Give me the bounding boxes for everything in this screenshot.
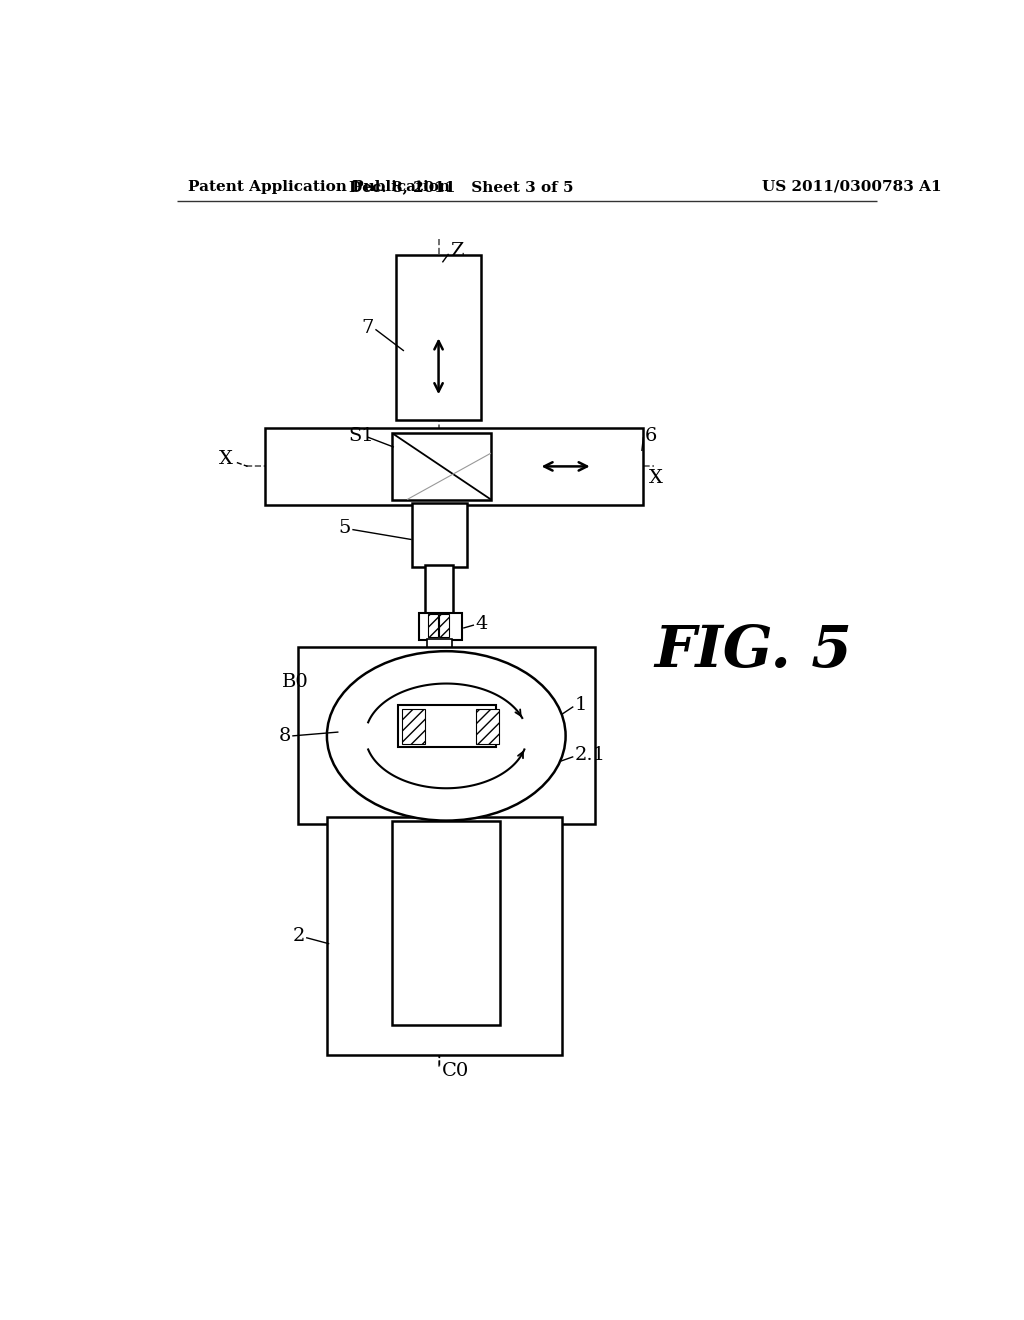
Bar <box>265 428 643 506</box>
Text: 2.1: 2.1 <box>574 746 606 764</box>
Ellipse shape <box>327 651 565 821</box>
Bar <box>428 614 438 636</box>
Bar <box>298 647 595 825</box>
Bar <box>327 817 562 1056</box>
Text: 2: 2 <box>292 927 304 945</box>
Bar <box>392 433 490 499</box>
Text: 4: 4 <box>475 615 487 634</box>
Text: X: X <box>219 450 233 467</box>
Bar <box>439 614 450 636</box>
Bar <box>427 639 452 649</box>
Text: 1: 1 <box>574 696 587 714</box>
Text: 5: 5 <box>339 519 351 537</box>
Text: 6: 6 <box>645 426 657 445</box>
Text: B0: B0 <box>282 673 308 690</box>
Text: US 2011/0300783 A1: US 2011/0300783 A1 <box>762 180 942 194</box>
Text: X: X <box>649 469 663 487</box>
Bar <box>475 709 499 743</box>
Text: 8: 8 <box>279 727 291 744</box>
Bar <box>419 612 462 640</box>
Text: 7: 7 <box>361 319 374 337</box>
Bar <box>413 818 481 840</box>
Bar <box>412 503 467 566</box>
Text: Patent Application Publication: Patent Application Publication <box>188 180 451 194</box>
Text: S1: S1 <box>348 426 374 445</box>
Bar <box>425 565 454 612</box>
Bar <box>396 255 481 420</box>
Bar <box>397 705 497 747</box>
Text: FIG. 5: FIG. 5 <box>654 623 852 680</box>
Text: C0: C0 <box>441 1061 469 1080</box>
Bar <box>392 821 500 1024</box>
Text: Dec. 8, 2011   Sheet 3 of 5: Dec. 8, 2011 Sheet 3 of 5 <box>349 180 573 194</box>
Bar <box>401 709 425 743</box>
Text: Z: Z <box>451 242 464 260</box>
